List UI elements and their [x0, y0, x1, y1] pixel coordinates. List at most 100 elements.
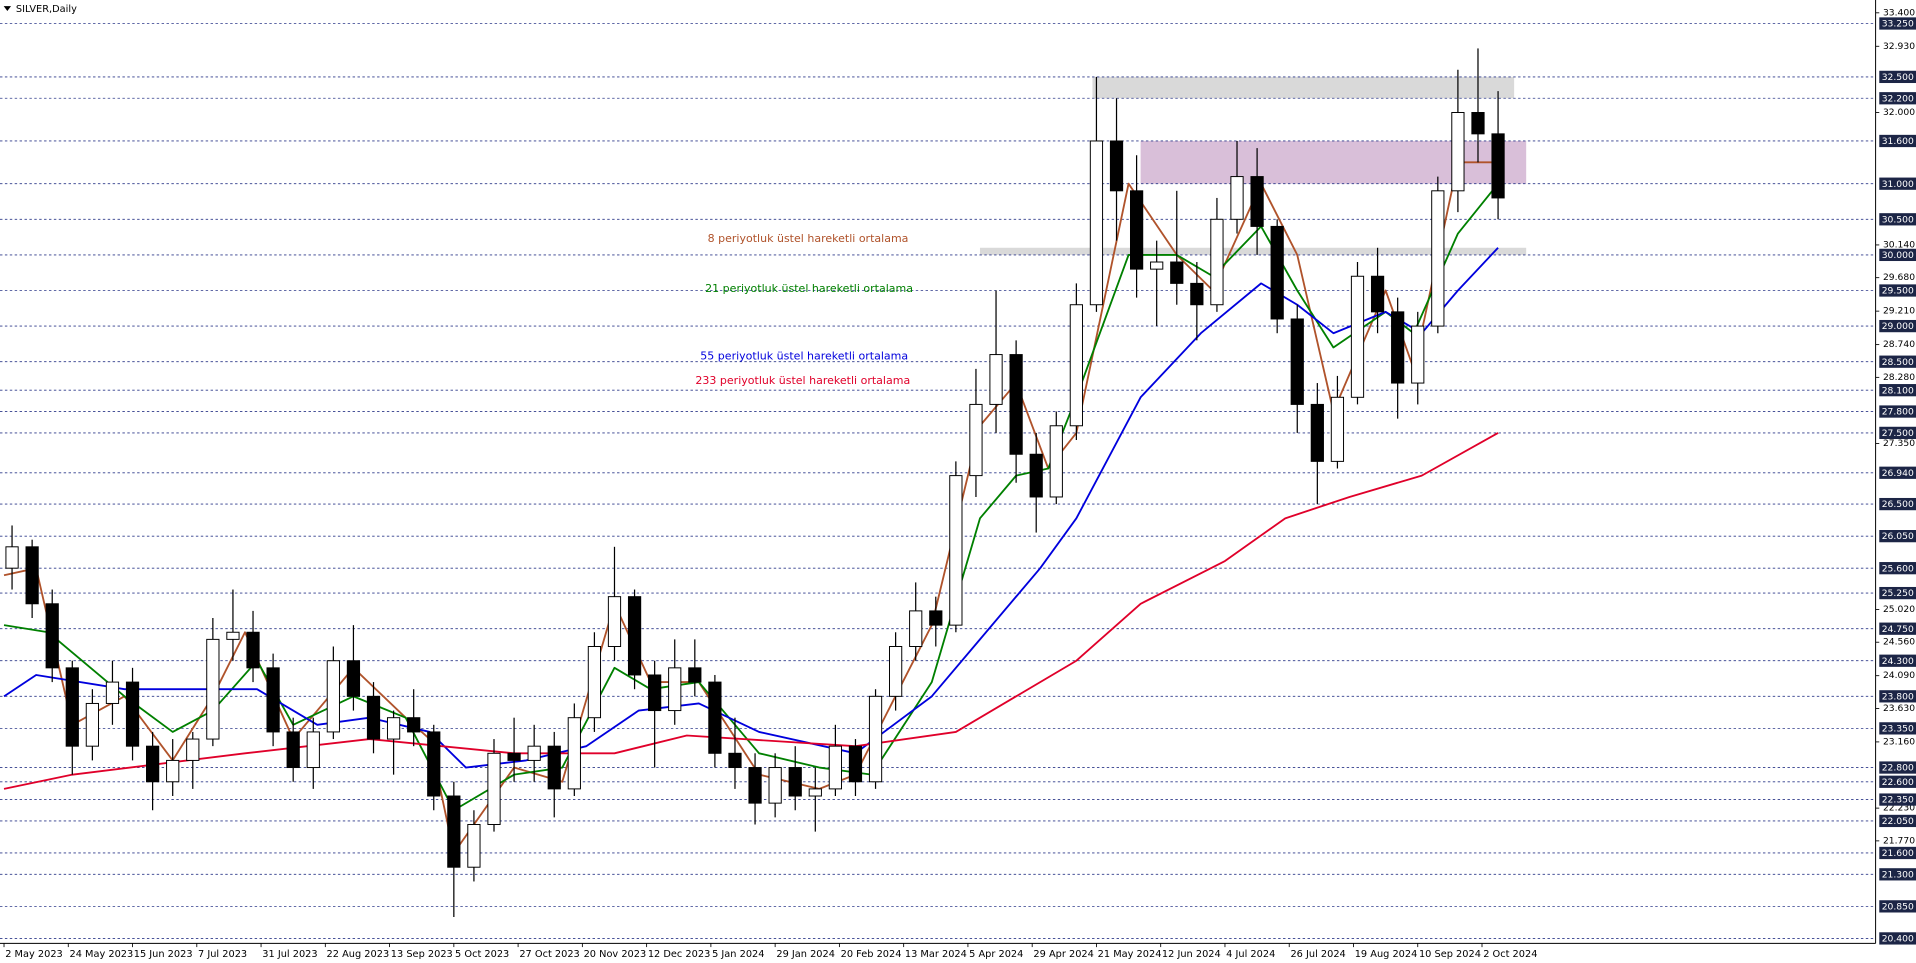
level-label-box	[1879, 426, 1916, 440]
candle-body	[989, 354, 1003, 405]
candle-body	[366, 695, 381, 740]
level-label: 21.300	[1882, 869, 1914, 880]
x-tick-label: 26 Jul 2024	[1290, 949, 1345, 960]
candle-body	[1411, 325, 1425, 384]
x-tick-label: 5 Jan 2024	[712, 949, 764, 960]
level-label-box	[1879, 622, 1916, 635]
x-tick-label: 5 Apr 2024	[969, 949, 1023, 960]
level-label-box	[1879, 213, 1916, 226]
level-label-box	[1879, 793, 1916, 806]
x-tick-label: 12 Jun 2024	[1162, 949, 1221, 960]
level-label-box	[1879, 562, 1916, 575]
candle-body	[105, 681, 120, 704]
annotation: 8 periyotluk üstel hareketli ortalama	[708, 232, 909, 245]
level-label-box	[1879, 868, 1916, 881]
candle-body	[467, 824, 481, 868]
level-label-box	[1879, 466, 1916, 479]
level-label-box	[1879, 355, 1916, 368]
candle-body	[567, 717, 581, 790]
level-label-box	[1879, 722, 1916, 735]
candle-body	[909, 610, 923, 647]
candle-body	[1330, 396, 1345, 462]
candle-body	[386, 717, 401, 740]
candle-body	[1370, 275, 1385, 313]
candle-body	[889, 646, 903, 697]
candle-body	[1089, 140, 1104, 306]
level-label: 26.940	[1882, 468, 1914, 479]
level-label: 26.050	[1882, 531, 1914, 542]
candle-body	[1491, 133, 1505, 199]
candle-body	[407, 717, 421, 733]
candle-body	[1451, 112, 1465, 192]
candle-body	[427, 731, 441, 797]
x-tick-label: 13 Sep 2023	[391, 949, 453, 960]
level-label: 22.600	[1882, 777, 1914, 788]
x-tick-label: 7 Jul 2023	[198, 949, 247, 960]
level-label: 32.200	[1882, 93, 1914, 104]
candle-body	[266, 667, 280, 733]
level-label: 32.500	[1882, 72, 1914, 83]
y-tick-label: 25.020	[1883, 604, 1915, 615]
candle-body	[808, 788, 822, 797]
x-tick-label: 29 Jan 2024	[776, 949, 835, 960]
level-label: 22.800	[1882, 763, 1914, 774]
candle-body	[326, 660, 340, 733]
y-tick-label: 24.090	[1883, 670, 1915, 681]
level-label-box	[1879, 846, 1916, 860]
candle-body	[447, 795, 461, 868]
candle-body	[166, 759, 180, 783]
candle-body	[206, 638, 220, 740]
x-tick-label: 20 Feb 2024	[841, 949, 902, 960]
candle-body	[527, 745, 541, 761]
candle-body	[1170, 261, 1184, 284]
chart-title: SILVER,Daily	[16, 4, 77, 15]
x-tick-label: 29 Apr 2024	[1033, 949, 1093, 960]
level-label-box	[1879, 405, 1916, 418]
candle-body	[828, 745, 842, 790]
level-label: 22.350	[1882, 795, 1914, 806]
y-tick-label: 23.160	[1883, 736, 1915, 747]
candle-body	[668, 667, 682, 712]
title-icon	[3, 6, 12, 12]
candle-body	[748, 767, 762, 804]
annotation: 55 periyotluk üstel hareketli ortalama	[700, 350, 908, 363]
candle-body	[1270, 225, 1284, 320]
candle-body	[728, 752, 742, 769]
candle-body	[607, 596, 622, 647]
candle-body	[1310, 403, 1324, 462]
level-label-box	[1879, 384, 1916, 397]
candle-body	[768, 767, 782, 804]
y-tick-label: 28.740	[1883, 339, 1915, 350]
candle-body	[1350, 275, 1365, 398]
y-tick-label: 32.000	[1883, 107, 1915, 118]
candle-body	[949, 475, 963, 626]
x-tick-label: 19 Aug 2024	[1355, 949, 1418, 960]
candle-body	[1129, 190, 1144, 270]
candle-body	[1190, 282, 1204, 306]
y-tick-label: 28.280	[1883, 372, 1915, 383]
level-label: 20.850	[1882, 901, 1914, 912]
candle-body	[648, 674, 662, 712]
candle-body	[929, 610, 943, 626]
x-tick-label: 4 Jul 2024	[1226, 949, 1275, 960]
x-tick-label: 21 May 2024	[1098, 949, 1162, 960]
level-label: 25.600	[1882, 563, 1914, 574]
level-label: 26.500	[1882, 499, 1914, 510]
ema-line	[3, 432, 1499, 790]
level-label-box	[1879, 134, 1916, 148]
level-label-box	[1879, 761, 1916, 774]
level-label-box	[1879, 814, 1916, 828]
candle-body	[1029, 453, 1043, 498]
x-tick-label: 24 May 2023	[70, 949, 134, 960]
candle-body	[5, 546, 19, 569]
zone	[979, 247, 1527, 255]
candle-body	[848, 745, 863, 783]
level-label-box	[1879, 497, 1916, 511]
x-tick-label: 22 Aug 2023	[327, 949, 390, 960]
y-tick-label: 22.230	[1883, 803, 1915, 814]
candle-body	[1391, 311, 1405, 384]
x-tick-label: 5 Oct 2023	[455, 949, 509, 960]
level-label: 20.400	[1882, 934, 1914, 945]
candle-body	[306, 731, 320, 769]
